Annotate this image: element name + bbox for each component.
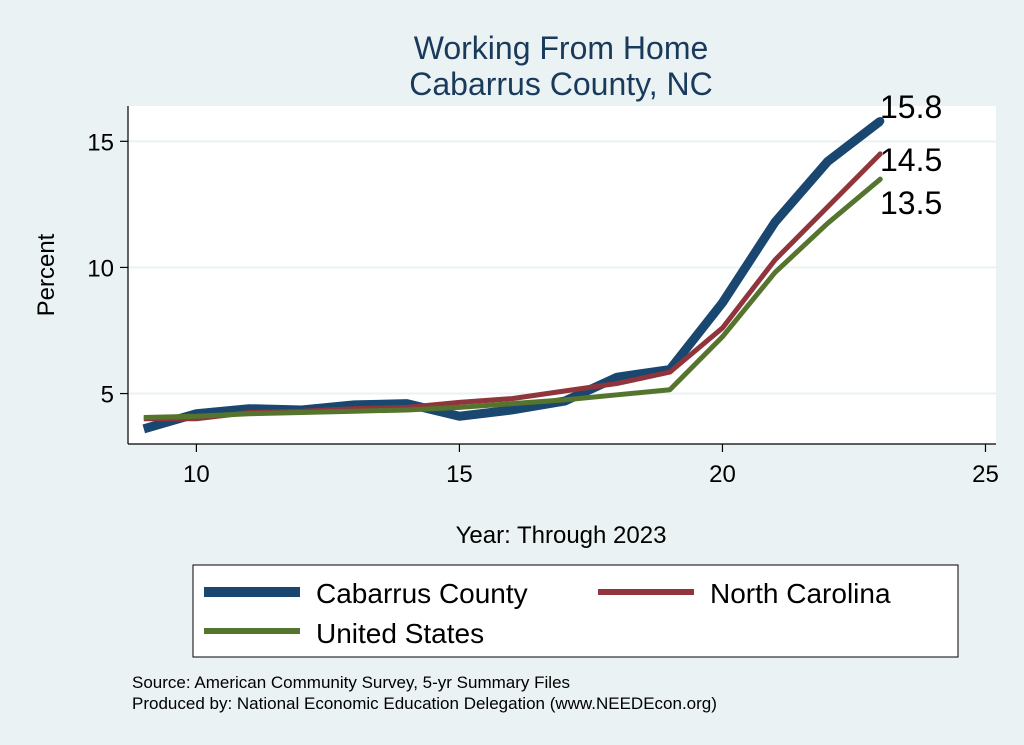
y-axis-ticks: 5 10 15: [87, 129, 128, 409]
producer-note: Produced by: National Economic Education…: [132, 694, 717, 713]
x-tick-label-10: 10: [183, 461, 210, 488]
x-axis-ticks: 10 15 20 25: [183, 444, 999, 488]
legend-label-north-carolina: North Carolina: [710, 578, 891, 609]
y-tick-label-5: 5: [101, 382, 114, 409]
y-axis-title: Percent: [33, 233, 60, 316]
source-note: Source: American Community Survey, 5-yr …: [132, 673, 570, 692]
legend-label-united-states: United States: [316, 618, 484, 649]
series-line-cabarrus-county: [142, 117, 884, 434]
x-tick-label-25: 25: [972, 461, 999, 488]
series-end-point-cabarrus-county: [876, 117, 885, 126]
end-label-cabarrus: 15.8: [880, 89, 942, 125]
end-label-north-carolina: 14.5: [880, 142, 942, 178]
x-axis-title: Year: Through 2023: [456, 522, 667, 549]
legend: Cabarrus County North Carolina United St…: [192, 564, 959, 658]
chart-title-line-2: Cabarrus County, NC: [409, 66, 713, 102]
end-label-united-states: 13.5: [880, 185, 942, 221]
x-tick-label-15: 15: [446, 461, 473, 488]
series-line-united-states: [143, 177, 882, 421]
series-lines: [142, 117, 885, 434]
series-end-point-north-carolina: [877, 151, 883, 157]
series-end-point-united-states: [877, 176, 883, 182]
legend-box: [192, 564, 959, 658]
plot-area: [128, 106, 996, 444]
y-tick-label-10: 10: [87, 255, 114, 282]
chart-title-line-1: Working From Home: [414, 30, 709, 66]
y-tick-label-15: 15: [87, 129, 114, 156]
legend-label-cabarrus: Cabarrus County: [316, 578, 528, 609]
x-tick-label-20: 20: [709, 461, 736, 488]
